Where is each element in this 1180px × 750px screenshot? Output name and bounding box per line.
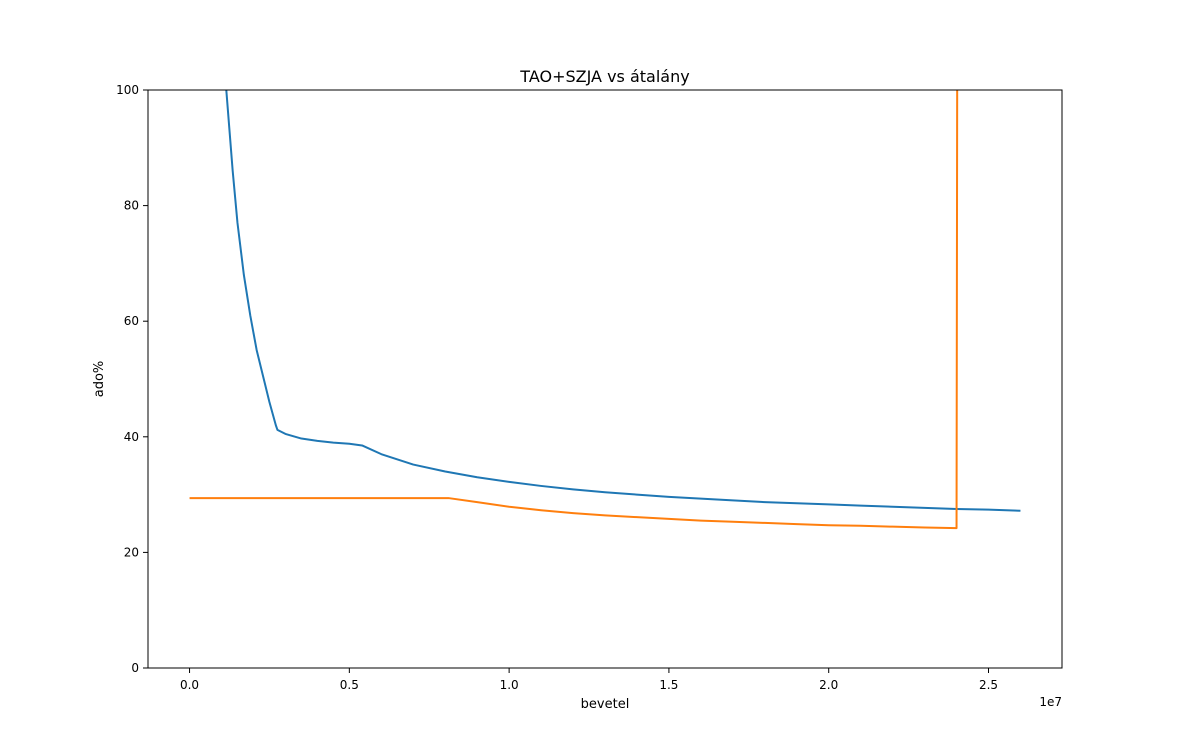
y-tick-label: 60 (124, 314, 139, 328)
x-tick-label: 2.5 (979, 678, 998, 692)
series-line-2 (189, 90, 959, 530)
series-layer (189, 90, 1021, 530)
y-tick-label: 40 (124, 430, 139, 444)
x-tick-label: 1.0 (500, 678, 519, 692)
series-line-1 (225, 90, 1021, 512)
x-axis-offset-label: 1e7 (1039, 695, 1062, 709)
y-axis: 0 20 40 60 80 100 (116, 83, 148, 675)
y-tick-label: 80 (124, 199, 139, 213)
x-tick-label: 1.5 (659, 678, 678, 692)
plot-area (148, 90, 1062, 668)
x-tick-label: 0.5 (340, 678, 359, 692)
y-tick-label: 20 (124, 545, 139, 559)
x-tick-label: 2.0 (819, 678, 838, 692)
x-axis-label: bevetel (581, 697, 630, 712)
chart-title: TAO+SZJA vs átalány (519, 67, 689, 86)
y-tick-label: 100 (116, 83, 139, 97)
y-tick-label: 0 (131, 661, 139, 675)
y-axis-label: ado% (92, 361, 107, 398)
x-tick-label: 0.0 (180, 678, 199, 692)
x-axis: 0.0 0.5 1.0 1.5 2.0 2.5 (180, 668, 998, 692)
plot-frame (147, 89, 1063, 669)
